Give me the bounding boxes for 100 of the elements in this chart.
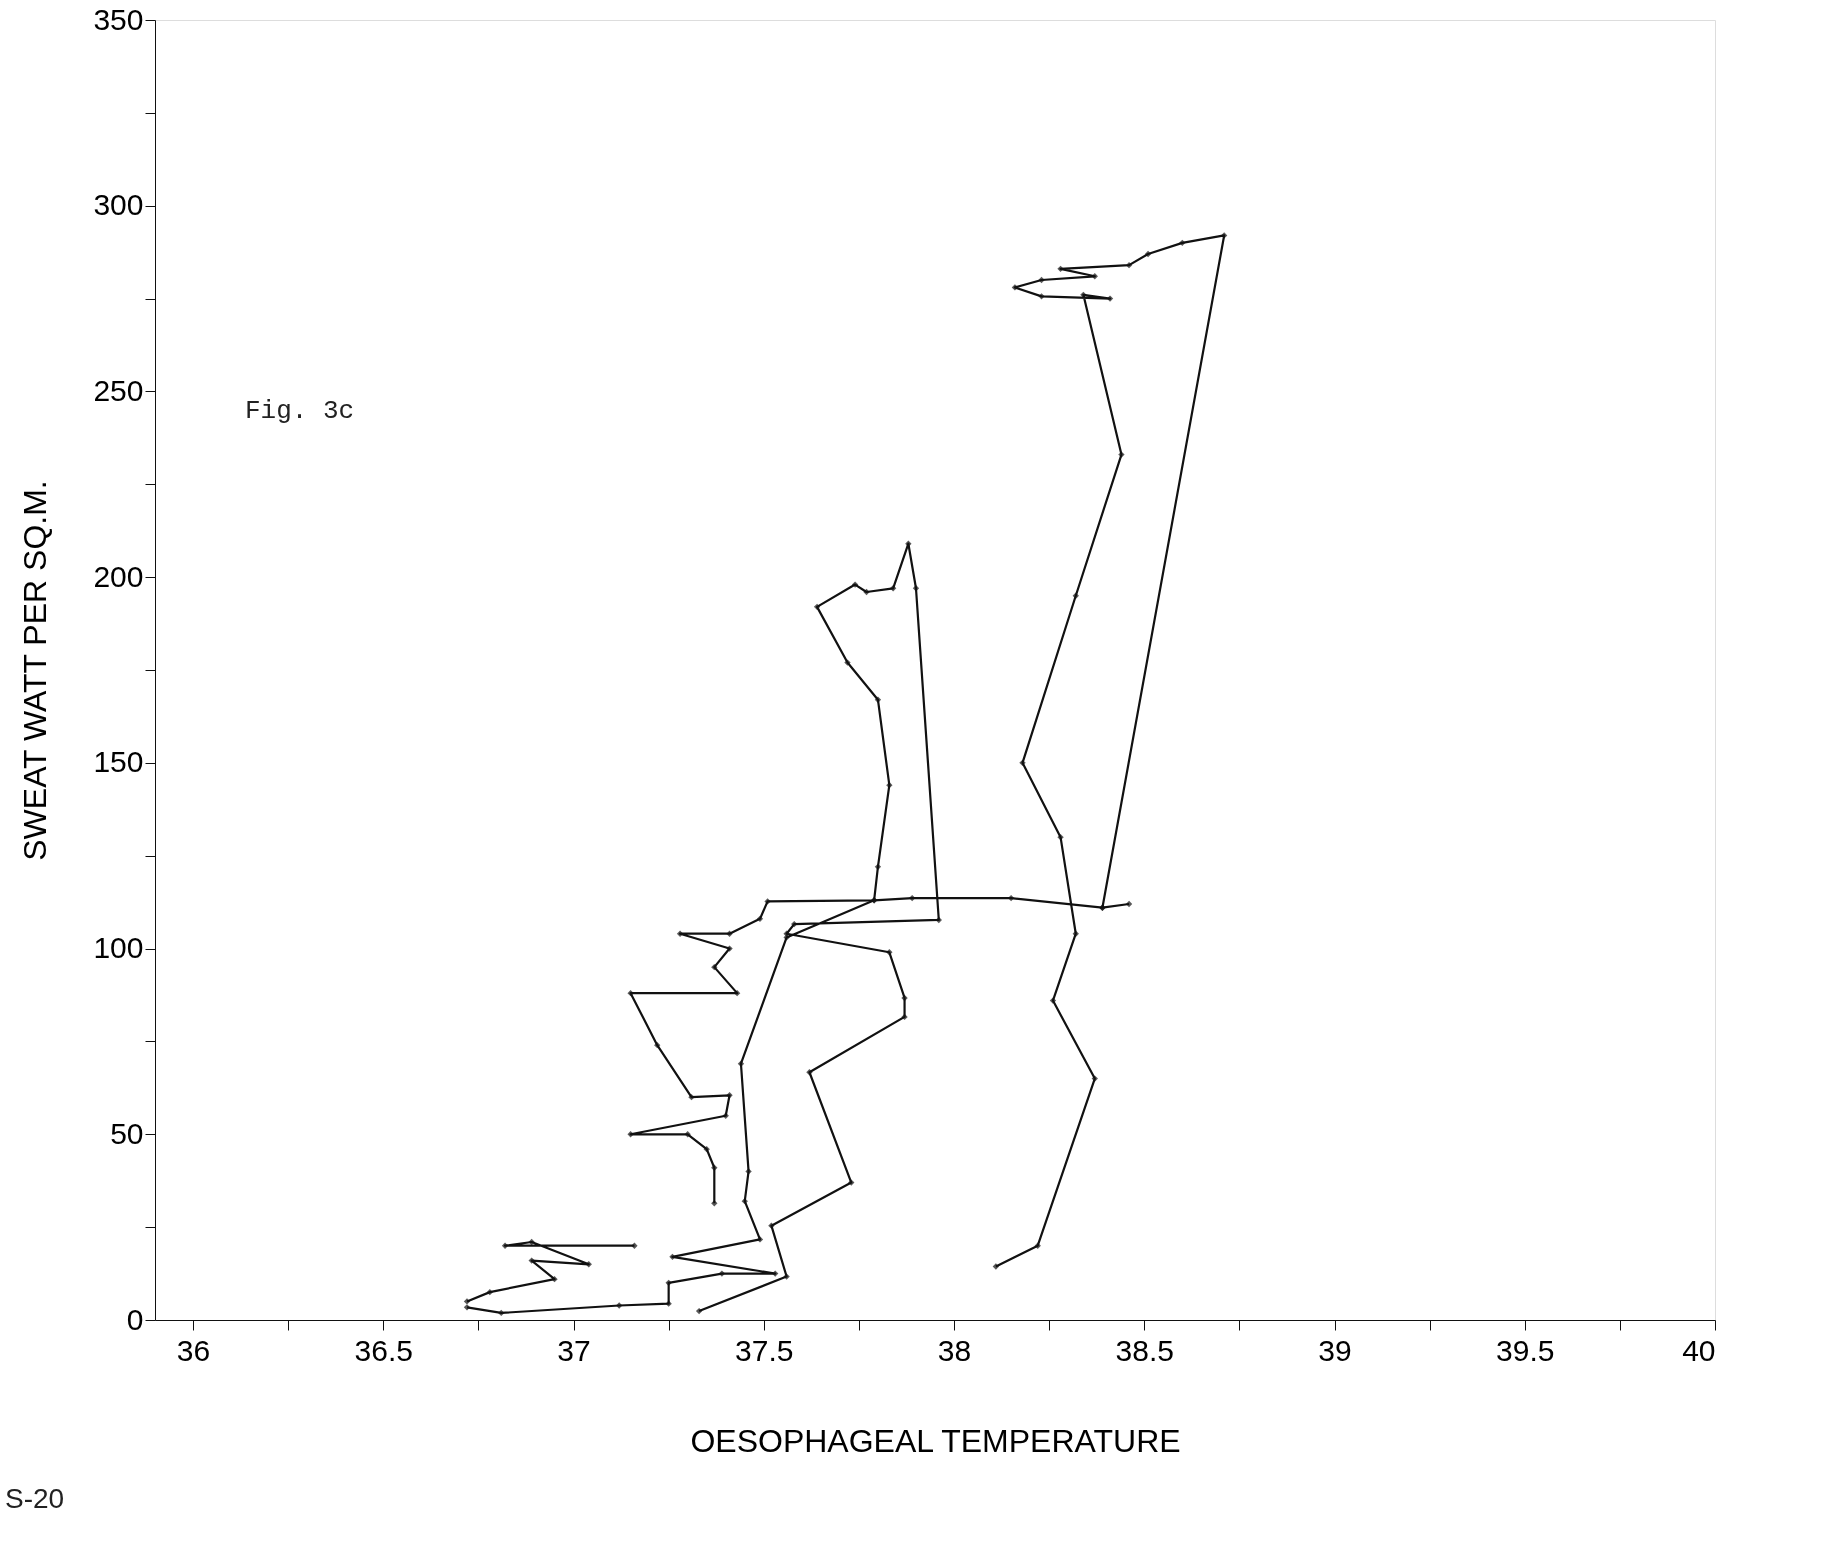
point [783, 1273, 790, 1280]
point [764, 898, 771, 905]
point [901, 994, 908, 1002]
point [1034, 1242, 1041, 1249]
point [1072, 592, 1079, 599]
point [863, 588, 870, 596]
point [889, 585, 897, 592]
point [722, 1112, 729, 1119]
point [844, 659, 851, 666]
point [501, 1242, 509, 1249]
point [1091, 1075, 1098, 1082]
point [695, 1307, 703, 1315]
point [616, 1302, 623, 1309]
point [772, 1270, 779, 1277]
point [1019, 759, 1026, 767]
point [665, 1279, 672, 1287]
point [631, 1242, 638, 1249]
x-tick-label: 38.5 [1115, 1333, 1174, 1367]
point [703, 1145, 710, 1153]
point [1118, 451, 1125, 458]
point [791, 920, 798, 928]
y-tick-label: 350 [93, 2, 144, 36]
x-tick-label: 36.5 [354, 1333, 413, 1367]
point [992, 1263, 1000, 1270]
x-tick-label: 39.5 [1496, 1333, 1555, 1367]
point [745, 1168, 752, 1175]
point [486, 1288, 493, 1296]
y-tick-label: 100 [93, 931, 144, 965]
point [726, 945, 733, 952]
point [874, 863, 882, 871]
point [1099, 904, 1106, 911]
y-tick-label: 150 [93, 745, 144, 779]
point [737, 1060, 745, 1067]
point [528, 1238, 535, 1246]
point [726, 930, 733, 937]
y-tick-label: 300 [93, 188, 144, 222]
point [711, 1200, 718, 1207]
y-axis-title: SWEAT WATT PER SQ.M. [17, 480, 54, 861]
point [665, 1300, 672, 1307]
point [1125, 261, 1133, 269]
text: S-20 [5, 1483, 65, 1514]
y-tick-label: 0 [126, 1302, 144, 1336]
point [912, 585, 920, 592]
point [909, 894, 916, 902]
point [935, 916, 942, 924]
x-tick-label: 37 [557, 1333, 591, 1367]
y-tick-label: 50 [110, 1116, 144, 1150]
point [726, 1092, 733, 1099]
point [463, 1298, 471, 1305]
x-tick-label: 36 [176, 1333, 211, 1367]
point [886, 949, 893, 956]
point [627, 989, 634, 997]
point [874, 696, 882, 703]
point [886, 781, 893, 789]
point [848, 1179, 855, 1186]
x-tick-label: 40 [1682, 1333, 1716, 1367]
point [528, 1257, 535, 1264]
point [676, 930, 684, 937]
point [901, 1013, 908, 1021]
point [851, 581, 859, 588]
point [741, 1197, 748, 1205]
point [1038, 293, 1045, 300]
y-tick-label: 200 [93, 559, 144, 593]
x-tick-label: 37.5 [735, 1333, 794, 1367]
point [585, 1261, 592, 1268]
point [718, 1270, 726, 1277]
point [711, 1164, 718, 1171]
x-tick-label: 39 [1318, 1333, 1352, 1367]
point [813, 603, 821, 611]
point [1106, 295, 1114, 302]
point [1038, 276, 1045, 284]
point [1091, 273, 1098, 280]
point [669, 1253, 676, 1261]
point [711, 963, 718, 971]
point [1221, 232, 1228, 239]
point [463, 1304, 471, 1311]
point [627, 1131, 634, 1138]
point [783, 930, 790, 937]
point [870, 897, 878, 904]
point [905, 540, 912, 547]
point [551, 1275, 558, 1283]
x-tick-label: 38 [937, 1333, 972, 1367]
annotation: Fig. 3c [245, 396, 355, 426]
point [768, 1222, 775, 1229]
point [756, 1236, 764, 1243]
point [684, 1131, 691, 1138]
point [806, 1069, 813, 1076]
point [756, 915, 764, 923]
point [1057, 833, 1064, 841]
point [498, 1309, 505, 1317]
point [1179, 239, 1186, 247]
x-axis-title: OESOPHAGEAL TEMPERATURE [690, 1422, 1181, 1459]
point [1144, 250, 1152, 258]
point [688, 1093, 695, 1101]
point [1072, 930, 1079, 937]
point [1049, 997, 1057, 1004]
point [1125, 900, 1133, 908]
y-tick-label: 250 [93, 373, 144, 407]
point [654, 1041, 661, 1049]
point [1057, 265, 1064, 273]
